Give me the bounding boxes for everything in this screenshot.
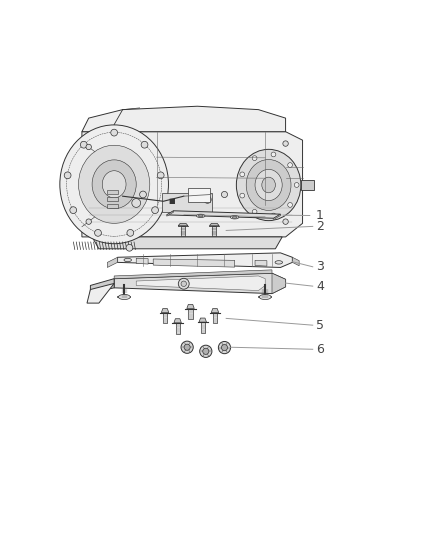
- Polygon shape: [82, 132, 303, 237]
- Circle shape: [203, 348, 209, 354]
- Polygon shape: [187, 304, 194, 309]
- Text: 6: 6: [316, 343, 324, 356]
- Circle shape: [132, 199, 141, 207]
- Polygon shape: [174, 319, 181, 323]
- Circle shape: [222, 191, 227, 198]
- Ellipse shape: [197, 214, 205, 217]
- Text: 2: 2: [316, 220, 324, 233]
- Polygon shape: [136, 259, 148, 264]
- Ellipse shape: [275, 261, 283, 264]
- Polygon shape: [209, 223, 219, 225]
- Circle shape: [141, 141, 148, 148]
- Polygon shape: [274, 214, 280, 220]
- Circle shape: [219, 342, 230, 354]
- Circle shape: [181, 341, 193, 353]
- Ellipse shape: [118, 294, 130, 300]
- Circle shape: [111, 129, 117, 136]
- Ellipse shape: [230, 215, 239, 219]
- Ellipse shape: [232, 216, 237, 218]
- Polygon shape: [136, 276, 265, 290]
- Polygon shape: [272, 273, 286, 294]
- Circle shape: [283, 141, 288, 146]
- Ellipse shape: [246, 159, 291, 211]
- Ellipse shape: [60, 125, 169, 244]
- FancyBboxPatch shape: [163, 313, 167, 324]
- Ellipse shape: [78, 146, 150, 223]
- Circle shape: [288, 203, 293, 207]
- FancyBboxPatch shape: [188, 188, 210, 202]
- Polygon shape: [82, 106, 286, 132]
- FancyBboxPatch shape: [301, 180, 314, 190]
- Polygon shape: [90, 279, 114, 293]
- FancyBboxPatch shape: [181, 225, 185, 236]
- Circle shape: [252, 156, 257, 160]
- FancyBboxPatch shape: [213, 313, 217, 324]
- Circle shape: [240, 172, 244, 177]
- Polygon shape: [178, 223, 188, 225]
- Circle shape: [283, 219, 288, 224]
- Circle shape: [181, 281, 187, 286]
- Circle shape: [184, 344, 190, 350]
- FancyBboxPatch shape: [162, 193, 212, 213]
- Polygon shape: [293, 257, 299, 266]
- Circle shape: [126, 245, 133, 251]
- Ellipse shape: [259, 294, 271, 300]
- Polygon shape: [153, 259, 235, 267]
- FancyBboxPatch shape: [107, 204, 117, 208]
- Circle shape: [95, 230, 101, 236]
- Ellipse shape: [124, 259, 131, 262]
- Circle shape: [271, 213, 276, 218]
- Polygon shape: [199, 318, 206, 322]
- Polygon shape: [211, 309, 219, 313]
- FancyBboxPatch shape: [188, 309, 193, 319]
- FancyBboxPatch shape: [107, 190, 117, 195]
- FancyBboxPatch shape: [107, 197, 117, 201]
- Circle shape: [178, 278, 189, 289]
- Circle shape: [288, 163, 293, 167]
- Polygon shape: [87, 284, 114, 303]
- Polygon shape: [167, 211, 173, 216]
- Circle shape: [240, 193, 244, 198]
- Circle shape: [222, 344, 227, 351]
- Ellipse shape: [92, 160, 136, 209]
- Circle shape: [271, 152, 276, 157]
- Circle shape: [157, 172, 164, 179]
- Ellipse shape: [102, 171, 126, 198]
- Polygon shape: [92, 237, 282, 249]
- Polygon shape: [255, 260, 267, 266]
- Polygon shape: [107, 257, 117, 268]
- Text: 3: 3: [316, 260, 324, 273]
- FancyBboxPatch shape: [212, 225, 216, 236]
- FancyBboxPatch shape: [176, 323, 180, 334]
- Polygon shape: [167, 211, 280, 218]
- Polygon shape: [114, 273, 286, 294]
- Circle shape: [140, 191, 146, 198]
- Text: 1: 1: [316, 209, 324, 222]
- Circle shape: [294, 183, 299, 188]
- Circle shape: [204, 196, 211, 203]
- Circle shape: [86, 219, 92, 224]
- FancyBboxPatch shape: [201, 322, 205, 333]
- Polygon shape: [161, 309, 169, 313]
- Text: ■: ■: [169, 198, 175, 204]
- Circle shape: [200, 345, 212, 358]
- Circle shape: [86, 144, 92, 150]
- Circle shape: [64, 172, 71, 179]
- Text: 5: 5: [316, 319, 324, 332]
- Polygon shape: [117, 253, 293, 268]
- Circle shape: [70, 207, 77, 214]
- Ellipse shape: [255, 169, 282, 200]
- Ellipse shape: [262, 177, 276, 193]
- Text: 4: 4: [316, 280, 324, 293]
- Ellipse shape: [237, 149, 301, 221]
- Circle shape: [127, 230, 134, 236]
- Ellipse shape: [198, 215, 203, 217]
- Circle shape: [252, 209, 257, 214]
- Polygon shape: [114, 270, 272, 279]
- Circle shape: [152, 207, 159, 214]
- Circle shape: [81, 141, 87, 148]
